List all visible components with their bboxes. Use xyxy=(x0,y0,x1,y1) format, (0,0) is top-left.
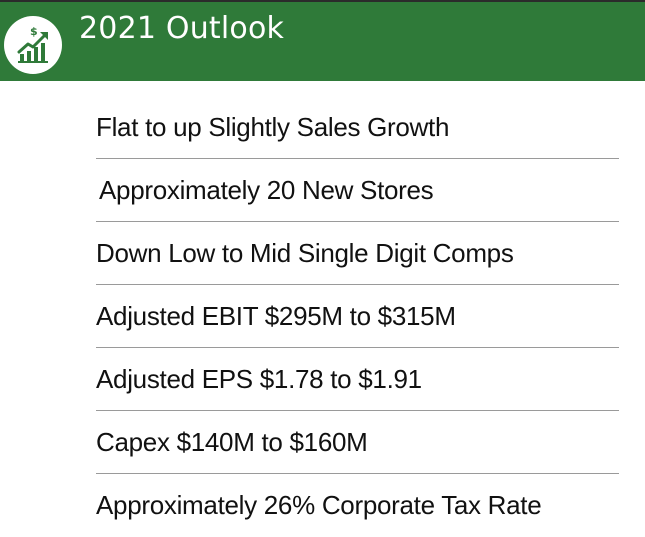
list-item: Approximately 26% Corporate Tax Rate xyxy=(96,474,619,537)
list-item: Flat to up Slightly Sales Growth xyxy=(96,96,619,159)
outlook-list: Flat to up Slightly Sales Growth Approxi… xyxy=(96,96,619,537)
list-item-label: Adjusted EBIT $295M to $315M xyxy=(96,301,456,331)
divider xyxy=(96,284,619,285)
list-item-label: Adjusted EPS $1.78 to $1.91 xyxy=(96,364,422,394)
list-item-label: Approximately 20 New Stores xyxy=(99,175,434,205)
list-item-label: Capex $140M to $160M xyxy=(96,427,368,457)
svg-text:$: $ xyxy=(30,25,38,38)
growth-chart-icon: $ xyxy=(4,16,62,74)
divider xyxy=(96,473,619,474)
list-item: Down Low to Mid Single Digit Comps xyxy=(96,222,619,285)
list-item: Approximately 20 New Stores xyxy=(96,159,619,222)
list-item: Adjusted EPS $1.78 to $1.91 xyxy=(96,348,619,411)
list-item: Capex $140M to $160M xyxy=(96,411,619,474)
list-item-label: Approximately 26% Corporate Tax Rate xyxy=(96,490,542,520)
list-item: Adjusted EBIT $295M to $315M xyxy=(96,285,619,348)
divider xyxy=(96,410,619,411)
divider xyxy=(96,347,619,348)
page-title: 2021 Outlook xyxy=(79,11,285,46)
header-bar: $ 2021 Outlook xyxy=(0,0,645,81)
divider xyxy=(96,158,619,159)
list-item-label: Flat to up Slightly Sales Growth xyxy=(96,112,450,142)
divider xyxy=(96,221,619,222)
list-item-label: Down Low to Mid Single Digit Comps xyxy=(96,238,514,268)
